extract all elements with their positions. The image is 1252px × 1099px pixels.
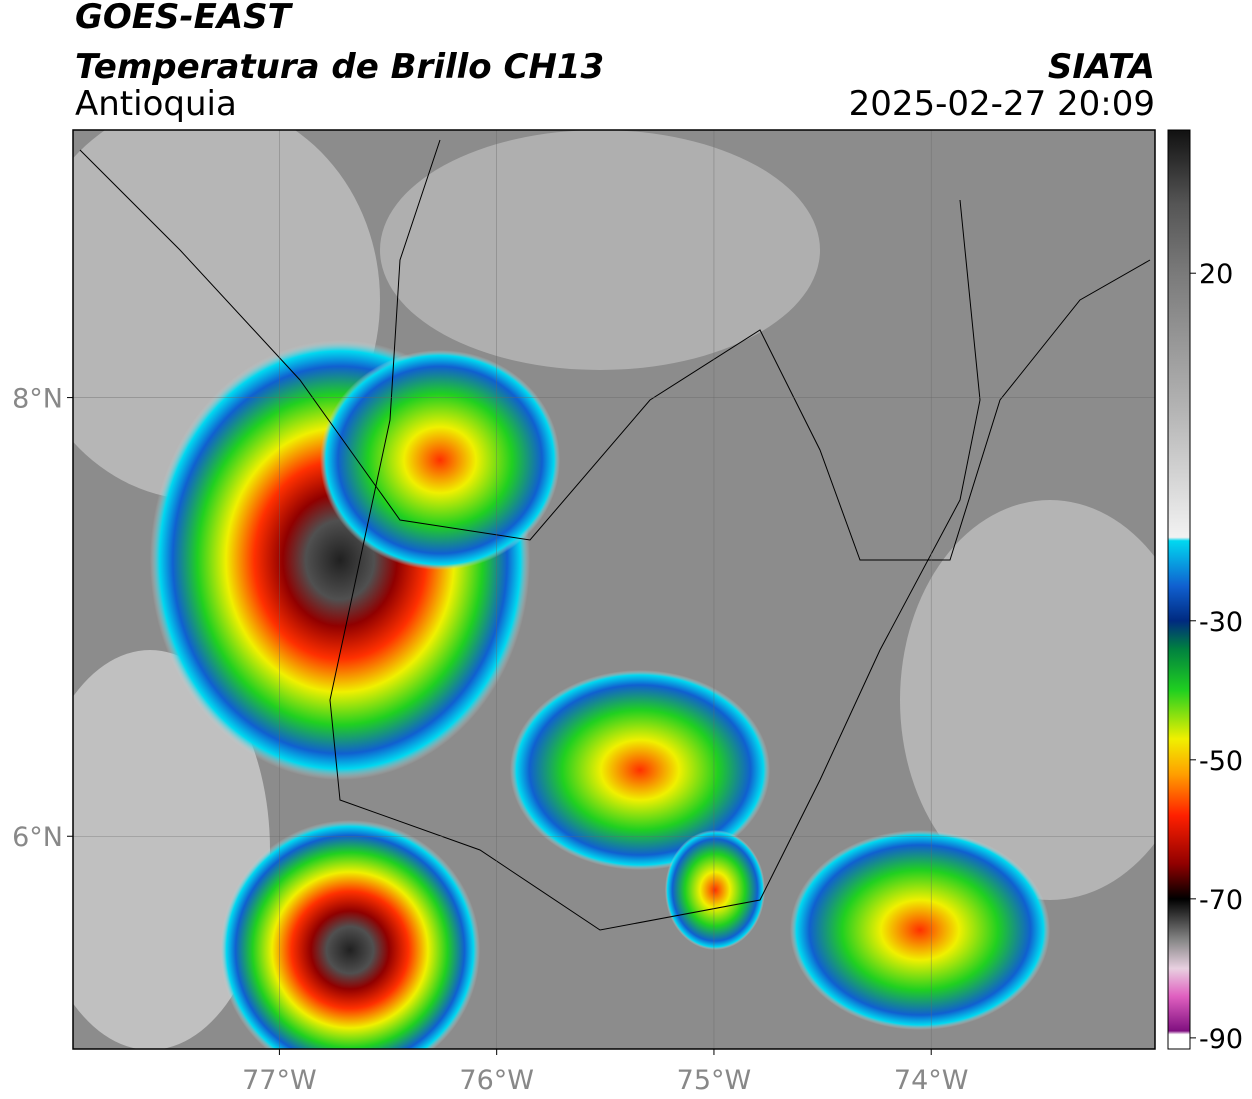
border [329,139,981,931]
border [79,149,1151,561]
colorbar-tick-label: 20 [1199,259,1233,290]
colorbar-tick-label: -50 [1199,746,1243,777]
storm [510,670,770,870]
map-frame [72,129,1156,1050]
subtitle: Temperatura de Brillo CH13 [75,47,604,87]
x-tick-label: 76°W [459,1065,534,1096]
datetime: 2025-02-27 20:09 [849,84,1155,124]
x-tick-label: 75°W [677,1065,752,1096]
storm [790,830,1050,1030]
y-tick-label: 8°N [12,384,63,415]
x-tick-label: 77°W [242,1065,317,1096]
y-tick-label: 6°N [12,822,63,853]
cloud [380,130,820,370]
title: GOES-EAST [75,0,294,37]
storm [665,830,765,950]
colorbar-tick-label: -70 [1199,885,1243,916]
imagery [73,130,1155,1049]
colorbar-tick-label: -90 [1199,1024,1243,1055]
cloud [900,500,1155,900]
storm [220,820,480,1049]
region: Antioquia [75,84,237,124]
x-tick-label: 74°W [894,1065,969,1096]
colorbar [1167,129,1191,1050]
source: SIATA [1048,47,1155,87]
grid [73,130,1155,1049]
colorbar-tick-label: -30 [1199,607,1243,638]
storm [320,350,560,570]
